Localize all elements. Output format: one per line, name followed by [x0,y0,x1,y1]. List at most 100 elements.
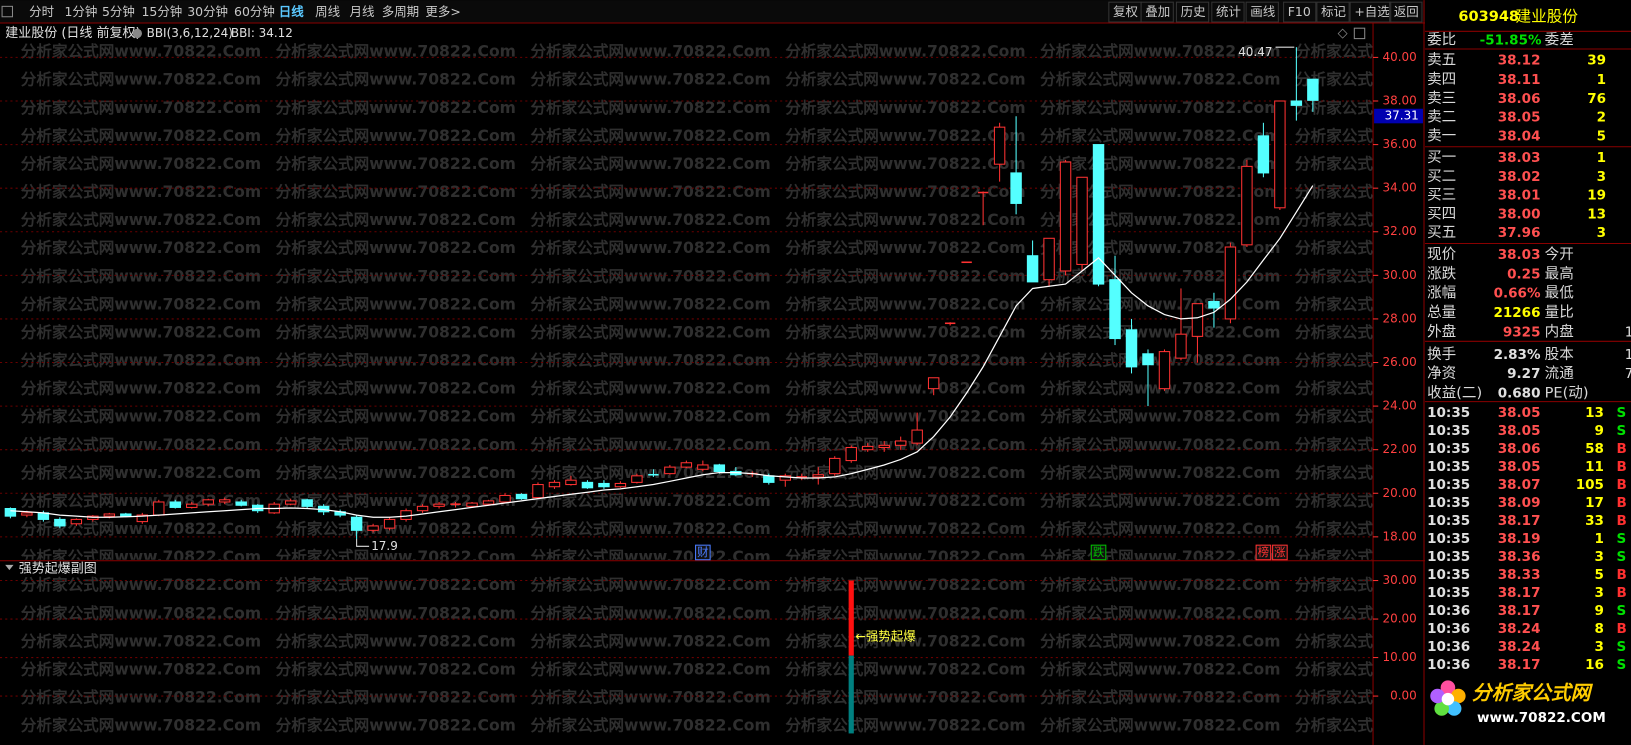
period-tab[interactable]: 多周期 [382,4,419,19]
period-tab[interactable]: 5分钟 [102,4,135,19]
period-tab[interactable]: 15分钟 [141,4,182,19]
stat-label: 今开 [1545,246,1574,263]
event-badge[interactable] [1255,544,1272,561]
trade-price: 38.09 [1498,495,1541,511]
window-icon[interactable] [1353,27,1366,40]
watermark: 分析家公式网www.70822.Com [1040,322,1280,341]
tool-button[interactable]: 复权 [1113,4,1138,19]
period-tab[interactable]: 更多> [425,4,460,19]
candle-body [70,518,83,525]
trade-side: B [1616,513,1626,529]
watermark: 分析家公式网www.70822.Com [21,716,261,735]
menu-icon[interactable] [1,5,14,18]
collapse-icon[interactable] [5,564,14,571]
candle-body [1142,353,1154,366]
candle-body [1257,135,1270,174]
trade-volume: 9 [1595,423,1604,439]
candle-body [829,457,841,475]
tool-button[interactable]: F10 [1288,4,1311,19]
event-badge[interactable] [695,544,711,561]
event-label[interactable]: 跌 [1093,545,1105,559]
y-tick-label: 18.00 [1382,529,1416,543]
watermark: 分析家公式网www.70822.Com [21,631,261,650]
candle-body [1125,329,1138,368]
tool-button-frame[interactable] [1140,1,1174,23]
stat-label: 量比 [1545,304,1574,321]
watermark: 分析家公式网www.70822.Com [530,98,770,117]
candle-body [54,518,66,527]
watermark: 分析家公式网www.70822.Com [276,519,516,538]
period-tab[interactable]: 日线 [279,4,304,19]
watermark: 分析家公式网www.70822.Com [785,716,1025,735]
trade-side: S [1616,423,1626,439]
tool-button-frame[interactable] [1283,1,1317,23]
watermark: 分析家公式网www.70822.Com [1040,126,1280,145]
period-tab[interactable]: 分时 [29,4,54,19]
watermark: 分析家公式网www.70822.Com [530,631,770,650]
watermark: 分析家公式网www.70822.Com [530,210,770,229]
candle-body [515,493,528,500]
watermark: 分析家公式网www.70822.Com [1295,435,1535,454]
stat-label: 涨幅 [1427,285,1456,302]
tool-button[interactable]: 画线 [1250,4,1275,19]
watermark: 分析家公式网www.70822.Com [530,491,770,510]
tool-button-frame[interactable] [1245,1,1279,23]
watermark: 分析家公式网www.70822.Com [1295,631,1535,650]
tool-button-frame[interactable] [1211,1,1245,23]
tool-button-frame[interactable] [1316,1,1350,23]
watermark: 分析家公式网www.70822.Com [785,294,1025,313]
candle-body [812,474,824,478]
y-tick-label: 30.00 [1382,573,1416,587]
diamond-icon[interactable]: ◇ [1338,26,1348,41]
event-label[interactable]: 榜 [1258,545,1269,559]
candle-body [301,499,313,507]
watermark: 分析家公式网www.70822.Com [1295,351,1535,370]
candle-body [4,507,17,517]
candle-body [894,440,907,446]
watermark: 分析家公式网www.70822.Com [1295,42,1535,61]
tool-button[interactable]: 叠加 [1145,4,1170,19]
tool-button[interactable]: 返回 [1394,4,1419,19]
watermark: 分析家公式网www.70822.Com [1295,519,1535,538]
candle-body [911,429,923,444]
book-level: 买五 [1427,224,1456,241]
period-tab[interactable]: 月线 [350,4,375,19]
tool-button-frame[interactable] [1349,1,1392,23]
indicator-icon[interactable] [132,28,142,39]
y-tick-label: 20.00 [1382,612,1416,626]
trade-volume: 8 [1595,621,1604,637]
y-tick-label: 36.00 [1382,137,1416,151]
period-tab[interactable]: 30分钟 [187,4,228,19]
watermark: 分析家公式网www.70822.Com [785,238,1025,257]
event-badge[interactable] [1090,544,1107,561]
book-level: 卖一 [1427,127,1456,144]
tool-button[interactable]: 标记 [1321,4,1346,19]
period-tab[interactable]: 1分钟 [64,4,97,19]
period-tab[interactable]: 60分钟 [234,4,275,19]
watermark: 分析家公式网www.70822.Com [21,154,261,173]
event-badge[interactable] [1272,544,1288,561]
trade-volume: 3 [1595,585,1604,601]
trade-time: 10:35 [1427,495,1470,511]
book-volume: 1 [1597,150,1606,166]
watermark: 分析家公式网www.70822.Com [1295,407,1535,426]
trade-volume: 16 [1585,657,1604,673]
watermark: 分析家公式网www.70822.Com [1040,294,1280,313]
watermark: 分析家公式网www.70822.Com [1295,126,1535,145]
tool-button-frame[interactable] [1175,1,1210,23]
toolbar [0,0,1426,23]
trade-side: S [1616,405,1626,421]
candle-body [1274,100,1286,209]
tool-button-frame[interactable] [1389,1,1423,23]
event-label[interactable]: 涨 [1274,545,1286,559]
event-label[interactable]: 财 [697,545,708,559]
stat-label: 流通 [1545,365,1575,382]
watermark: 分析家公式网www.70822.Com [1295,688,1535,707]
stat-label: 净资 [1427,365,1456,382]
period-tab[interactable]: 周线 [315,4,340,19]
book-level: 卖三 [1427,90,1456,107]
tool-button[interactable]: 统计 [1216,4,1241,19]
candle-body [631,475,643,483]
tool-button[interactable]: +自选 [1354,4,1390,19]
tool-button[interactable]: 历史 [1181,4,1206,19]
